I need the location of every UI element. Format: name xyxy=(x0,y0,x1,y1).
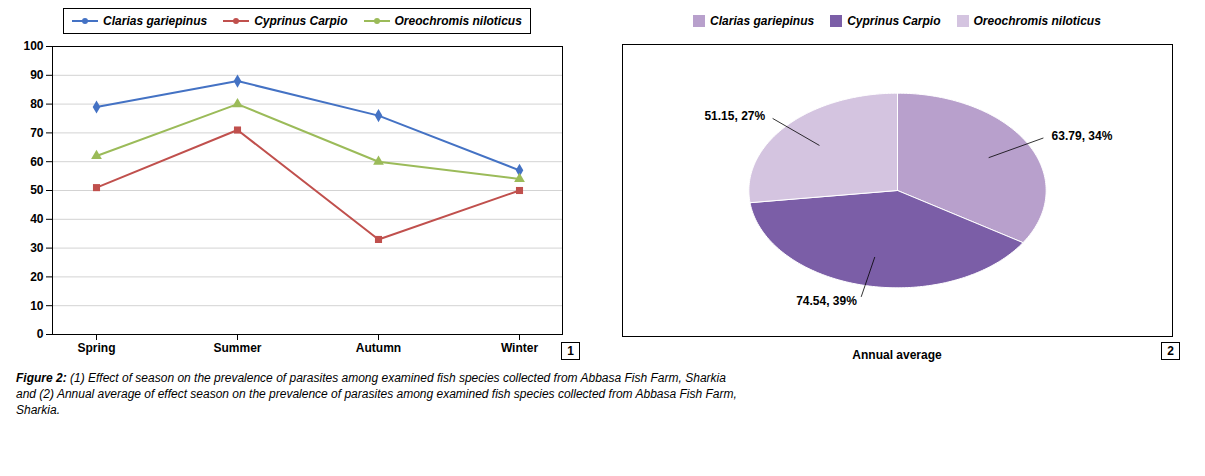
html-text:2: 2 xyxy=(1167,344,1174,358)
svg-text:90: 90 xyxy=(30,68,44,82)
svg-text:60: 60 xyxy=(30,155,44,169)
svg-text:0: 0 xyxy=(37,327,44,341)
html-text:1: 1 xyxy=(567,344,574,358)
html-text:Clarias gariepinus: Clarias gariepinus xyxy=(710,14,815,28)
svg-text:20: 20 xyxy=(30,270,44,284)
html-text:Cyprinus Carpio: Cyprinus Carpio xyxy=(254,14,348,28)
html-text:Oreochromis niloticus: Oreochromis niloticus xyxy=(973,14,1101,28)
html-text:Oreochromis niloticus: Oreochromis niloticus xyxy=(394,14,522,28)
svg-text:Winter: Winter xyxy=(501,341,539,355)
svg-text:63.79, 34%: 63.79, 34% xyxy=(1052,129,1113,143)
svg-text:10: 10 xyxy=(30,299,44,313)
svg-text:Spring: Spring xyxy=(78,341,116,355)
svg-text:70: 70 xyxy=(30,126,44,140)
svg-text:80: 80 xyxy=(30,97,44,111)
svg-text:50: 50 xyxy=(30,183,44,197)
html-text:Cyprinus Carpio: Cyprinus Carpio xyxy=(847,14,941,28)
html-text:Annual average: Annual average xyxy=(852,348,942,362)
svg-text:51.15, 27%: 51.15, 27% xyxy=(704,109,765,123)
svg-text:74.54, 39%: 74.54, 39% xyxy=(796,294,857,308)
svg-text:30: 30 xyxy=(30,241,44,255)
html-text:Clarias gariepinus: Clarias gariepinus xyxy=(103,14,208,28)
svg-text:40: 40 xyxy=(30,212,44,226)
html-text:Figure 2: (1) Effect of season: Figure 2: (1) Effect of season on the pr… xyxy=(16,371,737,418)
svg-text:Autumn: Autumn xyxy=(356,341,401,355)
svg-text:Summer: Summer xyxy=(213,341,261,355)
svg-text:100: 100 xyxy=(23,39,43,53)
